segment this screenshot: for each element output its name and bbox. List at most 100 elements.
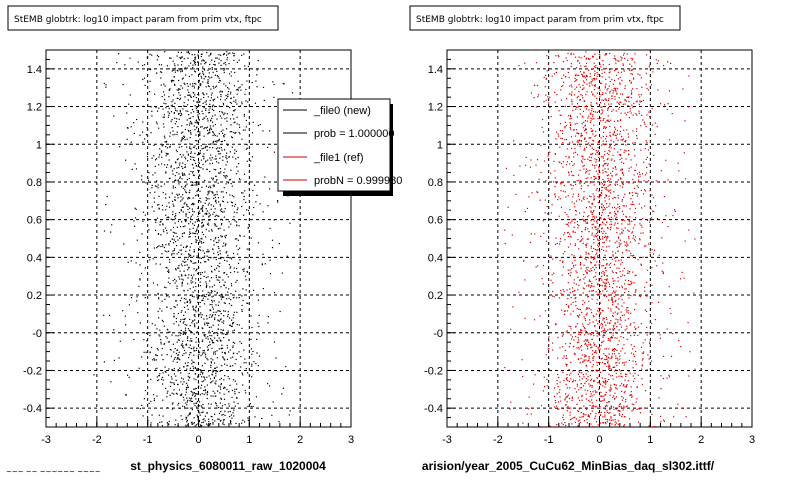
scatter-point <box>570 52 572 54</box>
scatter-point <box>189 228 191 230</box>
scatter-point <box>221 91 223 93</box>
scatter-point <box>212 213 214 215</box>
scatter-point <box>238 178 241 180</box>
scatter-point <box>165 266 167 269</box>
scatter-point <box>585 128 587 131</box>
scatter-point <box>177 197 179 199</box>
scatter-point <box>165 387 167 389</box>
scatter-point <box>212 100 214 102</box>
scatter-point <box>666 377 668 379</box>
scatter-point <box>188 114 190 116</box>
scatter-point <box>194 152 196 154</box>
scatter-point <box>215 375 217 377</box>
scatter-point <box>572 231 574 233</box>
scatter-point <box>602 165 604 167</box>
scatter-point <box>208 344 210 346</box>
scatter-point <box>182 167 184 169</box>
scatter-point <box>168 206 171 208</box>
scatter-point <box>651 194 653 196</box>
scatter-point <box>558 243 561 245</box>
scatter-point <box>196 239 198 242</box>
scatter-point <box>648 163 650 165</box>
scatter-point <box>652 197 654 199</box>
scatter-point <box>214 196 216 198</box>
scatter-point <box>220 218 222 220</box>
scatter-point <box>591 332 593 334</box>
scatter-point <box>552 282 554 284</box>
scatter-point <box>243 270 245 272</box>
scatter-point <box>620 295 622 297</box>
scatter-point <box>630 280 632 283</box>
scatter-point <box>161 310 163 312</box>
scatter-point <box>585 253 587 255</box>
scatter-point <box>113 359 115 361</box>
scatter-point <box>629 241 631 243</box>
scatter-point <box>606 235 608 237</box>
scatter-point <box>560 190 562 192</box>
scatter-point <box>156 185 158 188</box>
scatter-point <box>600 231 602 233</box>
scatter-point <box>226 175 228 177</box>
scatter-point <box>214 158 216 160</box>
scatter-point <box>591 283 593 285</box>
scatter-point <box>241 192 243 194</box>
scatter-point <box>220 141 222 143</box>
scatter-point <box>162 399 164 401</box>
scatter-point <box>538 178 540 180</box>
scatter-point <box>621 287 623 289</box>
scatter-point <box>158 107 160 109</box>
scatter-point <box>554 243 557 245</box>
scatter-point <box>133 220 135 222</box>
scatter-point <box>243 199 245 201</box>
scatter-point <box>598 194 601 196</box>
scatter-point <box>640 264 642 266</box>
scatter-point <box>182 194 184 196</box>
scatter-point <box>582 300 584 302</box>
scatter-point <box>204 261 206 263</box>
scatter-point <box>218 266 220 268</box>
scatter-point <box>618 108 620 110</box>
scatter-point <box>590 413 592 415</box>
scatter-point <box>616 173 618 175</box>
scatter-point <box>635 328 637 330</box>
scatter-point <box>216 332 218 334</box>
scatter-point <box>182 378 184 380</box>
scatter-point <box>544 86 546 88</box>
scatter-point <box>283 83 285 85</box>
scatter-point <box>197 101 199 103</box>
scatter-point <box>177 370 179 372</box>
scatter-point <box>605 232 607 234</box>
scatter-point <box>200 167 202 169</box>
scatter-point <box>561 77 563 79</box>
scatter-point <box>224 176 226 178</box>
scatter-point <box>161 300 163 302</box>
scatter-point <box>190 62 192 64</box>
scatter-point <box>583 220 585 222</box>
scatter-point <box>591 110 593 112</box>
scatter-point <box>641 368 643 370</box>
scatter-point <box>623 405 625 407</box>
scatter-point <box>663 64 665 67</box>
scatter-point <box>211 296 213 298</box>
scatter-point <box>197 409 199 411</box>
scatter-point <box>239 105 241 107</box>
scatter-point <box>177 312 179 315</box>
scatter-point <box>631 282 633 284</box>
scatter-point <box>150 69 152 71</box>
scatter-point <box>611 357 613 359</box>
scatter-point <box>212 295 214 297</box>
scatter-point <box>174 282 176 284</box>
scatter-point <box>590 344 592 346</box>
scatter-point <box>185 184 187 186</box>
scatter-point <box>164 250 166 252</box>
scatter-point <box>182 246 185 248</box>
scatter-point <box>594 390 596 392</box>
scatter-point <box>571 188 573 190</box>
scatter-point <box>176 118 178 120</box>
scatter-point <box>192 223 194 225</box>
scatter-point <box>584 330 586 332</box>
scatter-point <box>547 155 549 157</box>
scatter-point <box>583 100 585 102</box>
scatter-point <box>535 62 538 64</box>
scatter-point <box>181 418 183 421</box>
